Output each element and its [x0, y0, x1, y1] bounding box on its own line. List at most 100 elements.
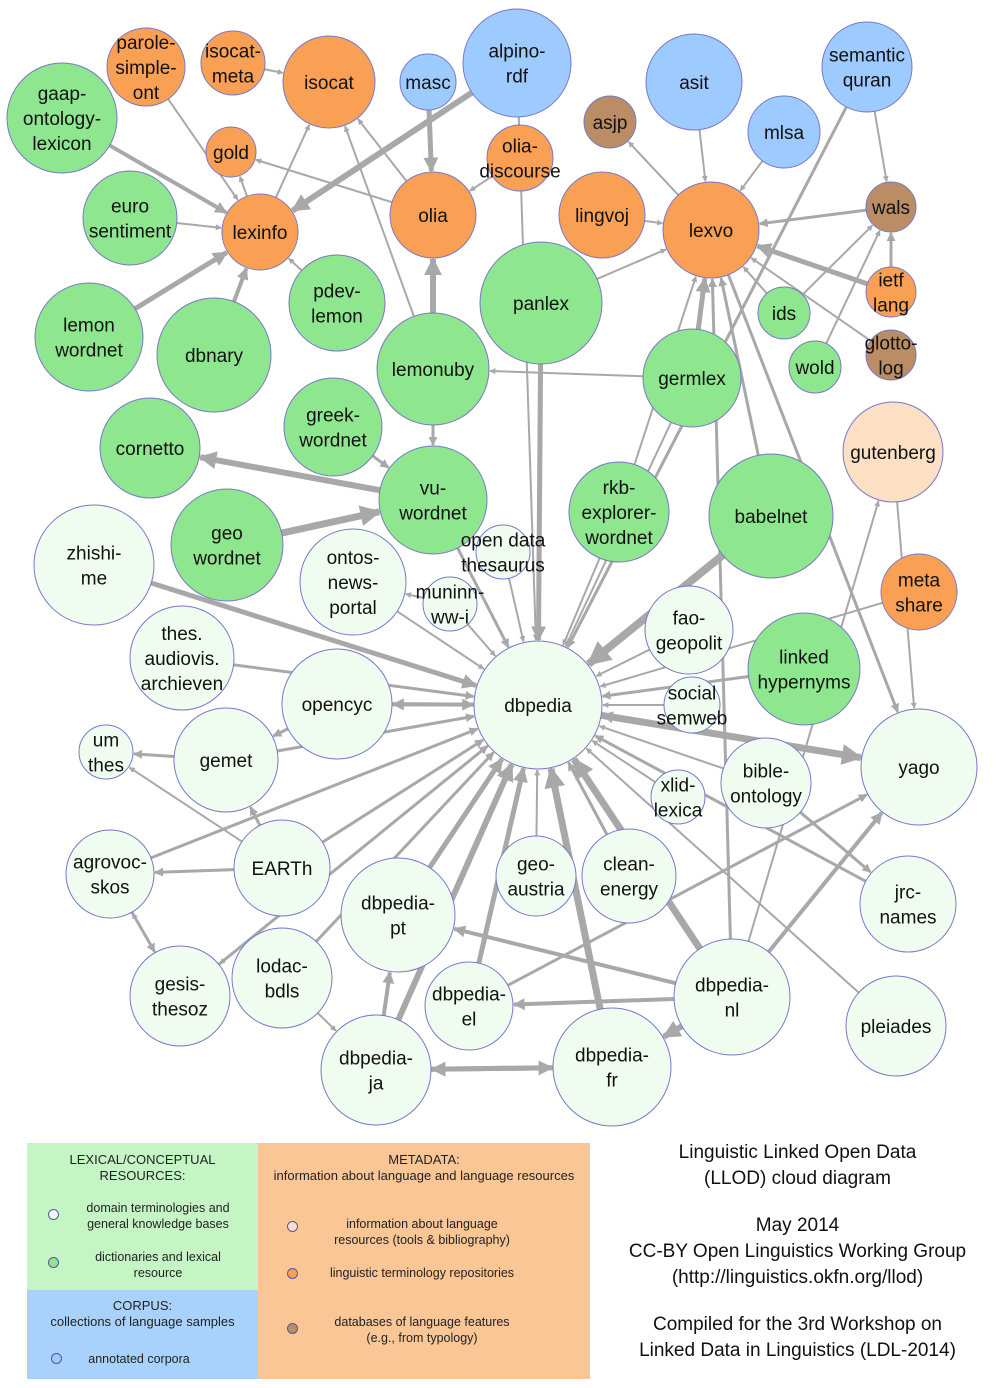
legend-lexical-title: LEXICAL/CONCEPTUAL RESOURCES:: [27, 1152, 258, 1184]
legend-metadata-title-line-2: information about language and language …: [273, 1168, 575, 1183]
node-dbfr-circle: [552, 1007, 672, 1127]
node-metashare-label: share: [895, 596, 943, 617]
node-geown[interactable]: geo wordnet: [170, 488, 284, 602]
node-wals[interactable]: wals: [865, 181, 917, 233]
node-dbpt[interactable]: dbpedia-pt: [340, 857, 456, 973]
node-oliadisc[interactable]: olia-discourse: [479, 124, 561, 192]
node-asit[interactable]: asit: [645, 33, 743, 131]
node-jrc[interactable]: jrc-names: [859, 855, 957, 953]
node-yago[interactable]: yago: [860, 708, 978, 826]
node-panlex-circle: [479, 241, 603, 365]
node-umthes-circle: [78, 724, 134, 780]
node-greekwn[interactable]: greek-wordnet: [283, 377, 383, 477]
node-zhishi[interactable]: zhishi-me: [33, 504, 155, 626]
node-thes[interactable]: thes. audiovis. archieven: [129, 605, 235, 711]
node-ontos[interactable]: ontos-news-portal: [299, 528, 407, 636]
node-gold[interactable]: gold: [205, 126, 257, 178]
node-opencyc[interactable]: opencyc: [281, 648, 393, 760]
node-pleiades[interactable]: pleiades: [845, 975, 947, 1077]
node-isocat-circle: [282, 35, 376, 129]
edge-muninn-to-dbpedia: [466, 623, 497, 657]
node-dbel[interactable]: dbpedia-el: [424, 961, 514, 1051]
node-lexinfo[interactable]: lexinfo: [221, 193, 299, 271]
legend-item-terminology-repositories: linguistic terminology repositories: [306, 1265, 538, 1281]
node-metashare[interactable]: meta share: [880, 553, 958, 631]
node-pdev[interactable]: pdev-lemon: [288, 254, 386, 352]
node-glotto[interactable]: glotto-log: [865, 329, 918, 381]
edge-gemet-to-umthes: [133, 749, 175, 759]
node-social[interactable]: social semweb: [657, 676, 728, 734]
node-mlsa[interactable]: mlsa: [747, 95, 821, 169]
node-gutenberg[interactable]: gutenberg: [842, 401, 944, 503]
node-dbel-label: el: [462, 1010, 477, 1031]
edge-rkb-to-dbpedia: [562, 557, 601, 646]
node-agrovoc[interactable]: agrovoc-skos: [65, 829, 155, 919]
node-dbnl[interactable]: dbpedia-nl: [673, 938, 791, 1056]
node-dbnary[interactable]: dbnary: [156, 297, 272, 413]
node-dbel-label: dbpedia-: [432, 985, 506, 1006]
node-cornetto[interactable]: cornetto: [99, 397, 201, 499]
node-cornetto-label: cornetto: [116, 439, 185, 460]
node-xlid[interactable]: xlid-lexica: [650, 769, 706, 825]
node-opendata[interactable]: open data thesaurus: [461, 524, 546, 580]
node-lingvoj-circle: [558, 171, 646, 259]
node-parole[interactable]: parole-simple-ont: [106, 27, 186, 107]
edge-panlex-to-lexvo: [596, 248, 667, 280]
node-dbpedia[interactable]: dbpedia: [473, 640, 603, 770]
node-gemet[interactable]: gemet: [173, 707, 279, 813]
node-lodac[interactable]: lodac-bdls: [231, 927, 333, 1029]
node-dbja[interactable]: dbpedia-ja: [320, 1014, 432, 1126]
node-linkedhyp[interactable]: linked hypernyms: [747, 612, 861, 726]
node-wold[interactable]: wold: [788, 340, 842, 394]
edge-dbpt-to-dbpedia: [427, 757, 505, 869]
node-olia[interactable]: olia: [389, 171, 477, 259]
node-semquran[interactable]: semantic quran: [821, 21, 913, 113]
node-lexvo[interactable]: lexvo: [662, 181, 760, 279]
node-greekwn-label: wordnet: [298, 431, 367, 452]
edge-parole-to-lexinfo: [167, 98, 239, 201]
node-metashare-label: meta: [898, 571, 941, 592]
legend-dot-domain-terminologies: [48, 1209, 59, 1220]
node-semquran-label: semantic: [829, 46, 905, 67]
node-dbfr[interactable]: dbpedia-fr: [552, 1007, 672, 1127]
node-alpino[interactable]: alpino-rdf: [462, 8, 572, 118]
node-pdev-label: pdev-: [313, 282, 361, 303]
legend-dot-annotated-corpora: [51, 1353, 62, 1364]
node-ietf[interactable]: ietf lang: [865, 266, 917, 318]
node-vuwn[interactable]: vu-wordnet: [378, 445, 488, 555]
edge-germlex-to-lemonuby: [489, 368, 644, 378]
node-lemonuby[interactable]: lemonuby: [376, 312, 490, 426]
node-muninn[interactable]: muninn-ww-i: [416, 576, 485, 632]
node-ids[interactable]: ids: [757, 286, 811, 340]
node-lingvoj[interactable]: lingvoj: [558, 171, 646, 259]
node-germlex[interactable]: germlex: [642, 328, 742, 428]
node-panlex[interactable]: panlex: [479, 241, 603, 365]
credits-url[interactable]: (http://linguistics.okfn.org/llod): [671, 1267, 924, 1288]
node-gesis[interactable]: gesis-thesoz: [129, 945, 231, 1047]
node-bible-circle: [720, 737, 812, 829]
edge-muninn-to-ontos: [405, 592, 424, 600]
node-umthes[interactable]: um thes: [78, 724, 134, 780]
node-fao[interactable]: fao-geopolit: [644, 585, 734, 675]
node-rkb[interactable]: rkb-explorer-wordnet: [568, 461, 670, 563]
node-yago-circle: [860, 708, 978, 826]
node-rkb-circle: [568, 461, 670, 563]
node-earth[interactable]: EARTh: [233, 819, 331, 917]
node-gaap[interactable]: gaap-ontology-lexicon: [6, 62, 118, 174]
legend-item-language-features-line-1: databases of language features: [334, 1315, 510, 1329]
node-masc[interactable]: masc: [399, 53, 457, 111]
node-euro[interactable]: euro sentiment: [82, 170, 178, 266]
edge-germlex-to-lexvo: [695, 277, 711, 330]
node-asjp[interactable]: asjp: [583, 95, 637, 149]
node-geoaustria[interactable]: geo-austria: [495, 835, 577, 917]
node-lemonwn[interactable]: lemon wordnet: [34, 282, 144, 392]
node-babelnet[interactable]: babelnet: [708, 453, 834, 579]
node-bible[interactable]: bible-ontology: [720, 737, 812, 829]
node-thes-label: thes.: [161, 624, 202, 645]
node-dbja-circle: [320, 1014, 432, 1126]
node-clean[interactable]: clean-energy: [581, 828, 677, 924]
legend-item-dictionaries-line-1: dictionaries and lexical: [95, 1250, 221, 1264]
node-isocatmeta[interactable]: isocat-meta: [200, 30, 266, 96]
node-rkb-label: wordnet: [584, 528, 653, 549]
node-isocat[interactable]: isocat: [282, 35, 376, 129]
